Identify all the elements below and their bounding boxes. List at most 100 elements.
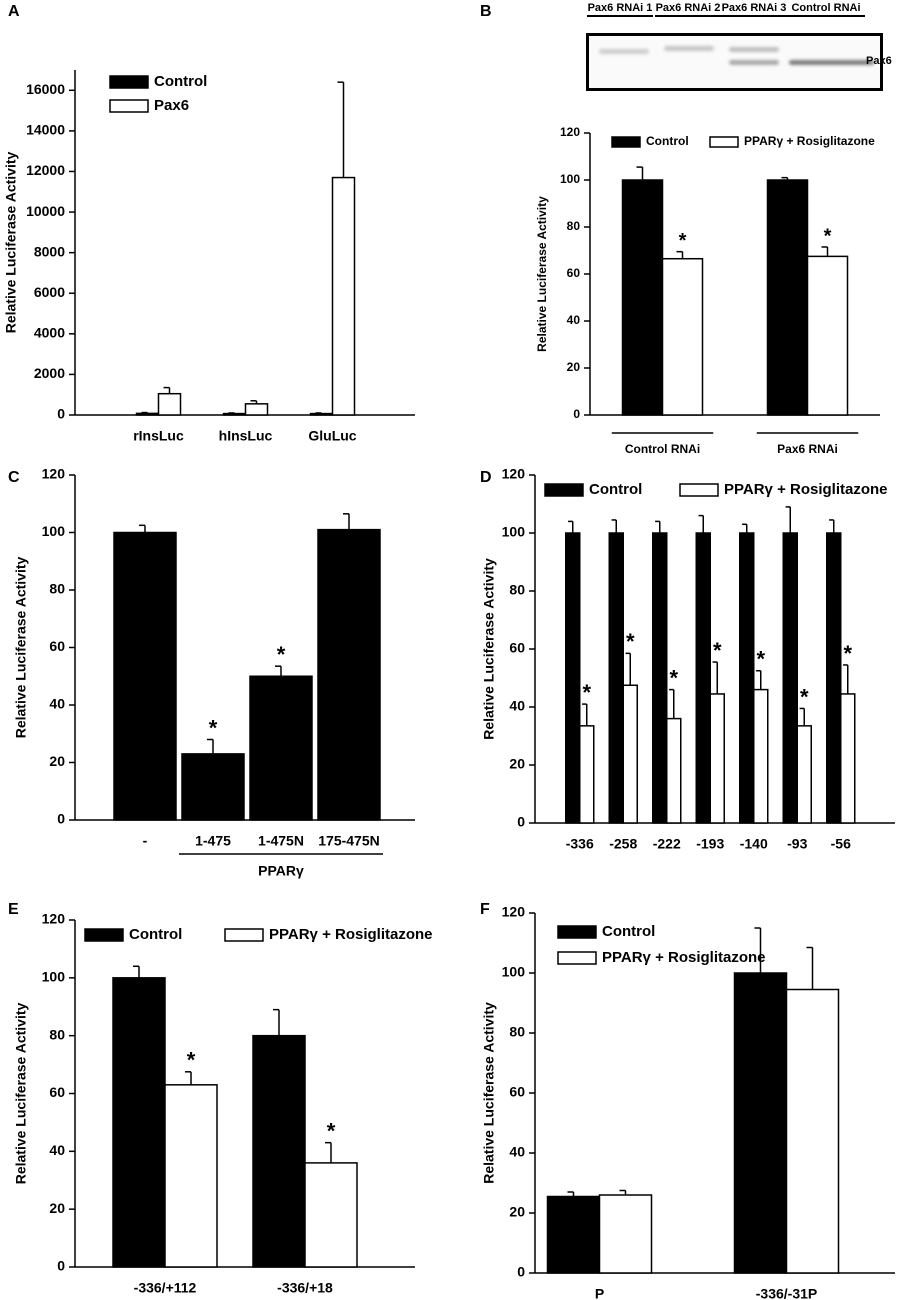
y-tick-label: 10000 <box>26 203 65 219</box>
y-tick-label: 80 <box>509 582 525 598</box>
y-tick-label: 20 <box>567 360 581 374</box>
y-axis-label: Relative Luciferase Activity <box>3 152 19 334</box>
y-tick-label: 40 <box>49 696 65 712</box>
y-axis-label: Relative Luciferase Activity <box>481 1002 497 1184</box>
legend-swatch <box>709 136 739 148</box>
y-tick-label: 0 <box>57 406 65 422</box>
error-bar <box>781 176 789 180</box>
x-tick-label: 175-475N <box>318 833 380 849</box>
x-tick-label: - <box>143 833 148 849</box>
y-tick-label: 6000 <box>34 284 65 300</box>
error-bar <box>619 1189 627 1195</box>
y-tick-label: 8000 <box>34 243 65 259</box>
error-bar <box>829 519 835 533</box>
bar <box>766 179 809 416</box>
x-tick-label: Control RNAi <box>625 442 700 456</box>
y-tick-label: 60 <box>567 266 581 280</box>
bar <box>113 531 177 821</box>
x-tick-label: -193 <box>696 836 724 852</box>
legend-label: PPARγ + Rosiglitazone <box>269 926 433 943</box>
error-bar <box>785 506 791 533</box>
y-tick-label: 60 <box>49 1084 65 1100</box>
x-tick-label: -56 <box>831 836 851 852</box>
y-tick-label: 60 <box>509 640 525 656</box>
y-tick-label: 100 <box>42 523 66 539</box>
bar <box>112 977 166 1268</box>
error-bar <box>611 519 617 533</box>
y-tick-label: 100 <box>42 969 66 985</box>
error-bar <box>582 703 588 726</box>
error-bar <box>133 965 140 978</box>
legend-label: Control <box>646 134 689 148</box>
bar <box>826 532 842 824</box>
error-bar <box>806 946 814 990</box>
bar <box>309 412 334 416</box>
y-tick-label: 4000 <box>34 325 65 341</box>
y-tick-label: 60 <box>49 638 65 654</box>
legend-label: PPARγ + Rosiglitazone <box>744 134 875 148</box>
bar <box>304 1162 358 1268</box>
error-bar <box>141 411 149 414</box>
bar <box>695 532 711 824</box>
error-bar <box>754 927 762 973</box>
band-label: Pax6 <box>866 55 892 67</box>
lane-label: Pax6 RNAi 3 <box>721 2 787 17</box>
bar <box>181 753 245 821</box>
blot-band <box>664 46 714 51</box>
legend-label: Control <box>129 926 182 943</box>
y-tick-label: 40 <box>509 1144 525 1160</box>
error-bar <box>756 670 762 690</box>
significance-mark: * <box>679 230 687 252</box>
panel-letter: F <box>480 901 490 918</box>
blot-band <box>729 60 779 65</box>
bar <box>666 717 682 824</box>
significance-mark: * <box>713 638 722 663</box>
x-tick-label: Pax6 RNAi <box>777 442 838 456</box>
error-bar <box>669 688 675 719</box>
error-bar <box>655 520 661 533</box>
y-tick-label: 0 <box>573 407 580 421</box>
y-tick-label: 120 <box>560 125 580 139</box>
bar <box>244 403 269 416</box>
error-bar <box>250 400 258 404</box>
error-bar <box>636 166 644 180</box>
error-bar <box>821 246 829 257</box>
legend-swatch <box>544 483 584 497</box>
bar <box>135 412 160 416</box>
error-bar <box>315 412 323 414</box>
error-bar <box>676 250 684 259</box>
bar <box>806 255 849 416</box>
error-bar <box>273 1008 280 1036</box>
error-bar <box>163 386 171 394</box>
panel-letter: C <box>8 469 20 486</box>
bar <box>739 532 755 824</box>
y-tick-label: 40 <box>49 1142 65 1158</box>
bar <box>840 693 856 824</box>
bar <box>164 1084 218 1268</box>
x-tick-label: -336 <box>566 836 594 852</box>
legend-swatch <box>557 951 597 965</box>
bar <box>709 693 725 824</box>
lane-label: Pax6 RNAi 1 <box>587 2 653 17</box>
y-tick-label: 120 <box>502 466 526 482</box>
y-tick-label: 100 <box>502 524 526 540</box>
legend-label: Control <box>602 923 655 940</box>
y-tick-label: 14000 <box>26 122 65 138</box>
error-bar <box>742 523 748 533</box>
y-tick-label: 12000 <box>26 162 65 178</box>
significance-mark: * <box>626 629 635 654</box>
y-axis-label: Relative Luciferase Activity <box>13 1003 29 1185</box>
bar <box>661 257 704 416</box>
y-tick-label: 80 <box>509 1024 525 1040</box>
bar <box>249 675 313 821</box>
panel-letter: A <box>8 3 20 20</box>
bar <box>598 1194 653 1274</box>
x-tick-label: -222 <box>653 836 681 852</box>
x-tick-label: -258 <box>609 836 637 852</box>
legend-swatch <box>109 99 149 113</box>
y-tick-label: 0 <box>517 1264 525 1280</box>
y-tick-label: 100 <box>502 964 526 980</box>
error-bar <box>325 1141 332 1163</box>
y-tick-label: 16000 <box>26 81 65 97</box>
